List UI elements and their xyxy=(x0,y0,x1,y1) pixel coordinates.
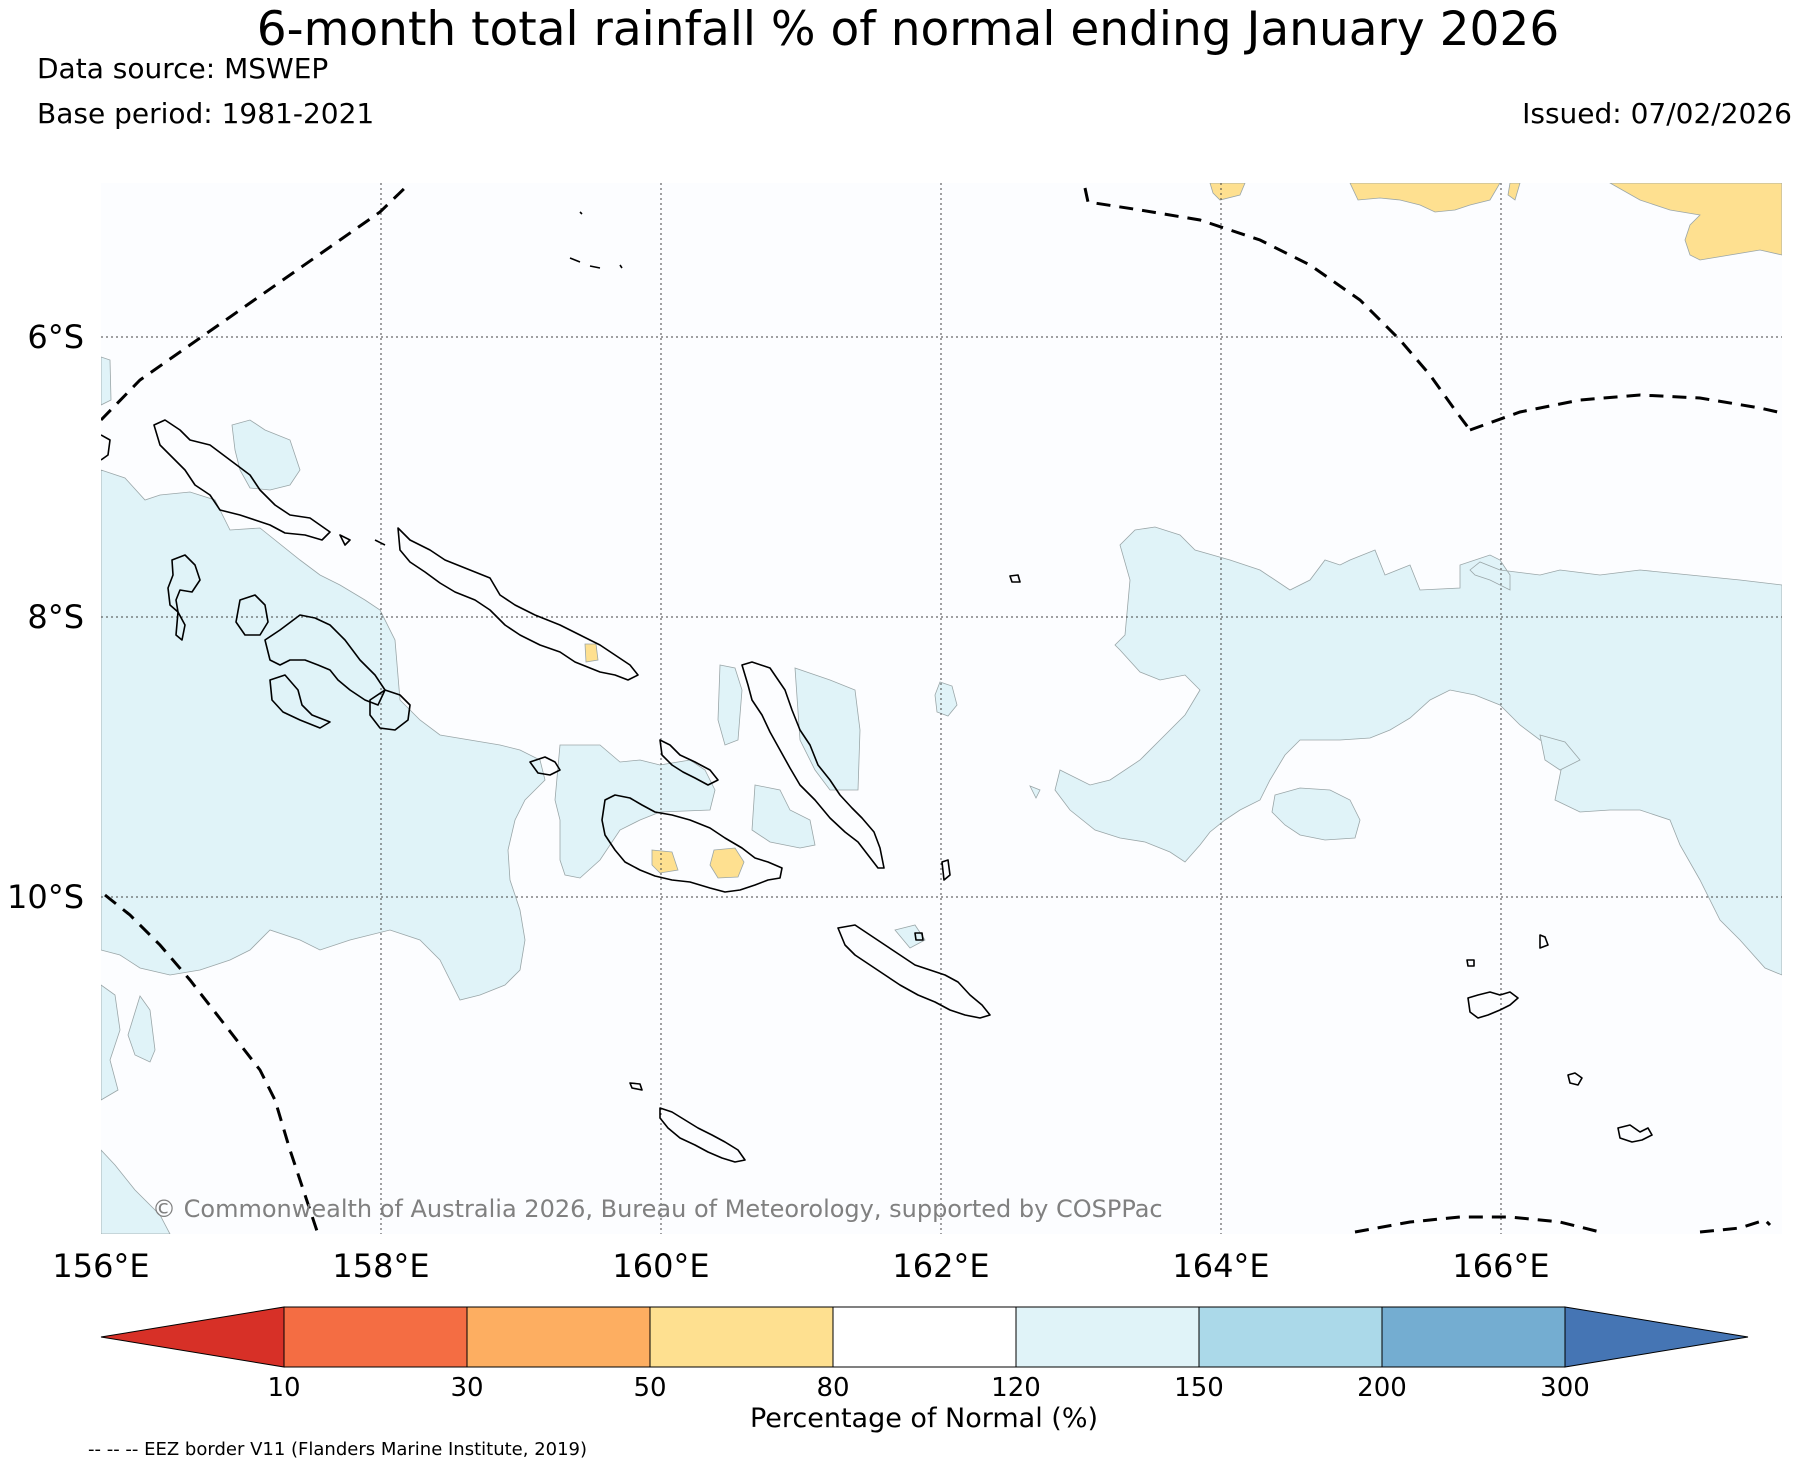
coastline-bellona xyxy=(629,1082,643,1091)
wet-region-central-strip xyxy=(554,744,716,879)
coastline-vangunu xyxy=(369,689,411,731)
lon-label-164e: 164°E xyxy=(1172,1247,1269,1285)
wet-region-east-lake xyxy=(1271,787,1361,841)
coastline-new-georgia xyxy=(264,614,386,706)
colorbar-extend-above-300 xyxy=(1564,1306,1749,1368)
coastline-makira xyxy=(837,924,991,1019)
data-source-label: Data source: MSWEP xyxy=(37,52,329,85)
colorbar-tick-200: 200 xyxy=(1357,1373,1407,1403)
eez-border-northeast xyxy=(1083,187,1472,431)
colorbar-tick-10: 10 xyxy=(267,1373,300,1403)
colorbar-extend-below-10 xyxy=(100,1306,285,1368)
base-period-label: Base period: 1981-2021 xyxy=(37,97,375,130)
coastlines xyxy=(101,211,1653,1163)
dry-region-island-2 xyxy=(651,849,679,874)
coastline-gela xyxy=(659,739,719,786)
dry-region-island-1 xyxy=(584,643,599,663)
wet-region-small-north xyxy=(717,664,743,746)
wet-region-small-south xyxy=(894,924,926,949)
coastline-small-cluster xyxy=(529,756,561,776)
colorbar xyxy=(100,1306,1749,1368)
lat-label-8s: 8°S xyxy=(27,598,84,636)
wet-region-mid-south xyxy=(751,784,816,849)
colorbar-tick-80: 80 xyxy=(816,1373,849,1403)
wet-region-southwest-corner xyxy=(101,1149,171,1234)
eez-border-east xyxy=(1469,393,1782,432)
dry-region-north-4 xyxy=(1609,183,1782,261)
dry-region-north-2 xyxy=(1349,183,1501,213)
colorbar-tick-120: 120 xyxy=(991,1373,1041,1403)
wet-region-south-island xyxy=(127,995,156,1063)
coastline-isle-4 xyxy=(1539,934,1549,949)
coastline-shortland-dots xyxy=(339,534,386,546)
colorbar-bin-30-50 xyxy=(466,1306,651,1368)
coastline-rennell xyxy=(659,1107,746,1163)
dry-region-north-3 xyxy=(1507,183,1521,201)
wet-region-southwest xyxy=(101,984,121,1101)
eez-legend-footnote: -- -- -- EEZ border V11 (Flanders Marine… xyxy=(88,1439,587,1460)
colorbar-tick-50: 50 xyxy=(633,1373,666,1403)
coastline-kolombangara xyxy=(235,594,269,636)
lon-label-158e: 158°E xyxy=(332,1247,429,1285)
copyright-notice: © Commonwealth of Australia 2026, Bureau… xyxy=(152,1195,1163,1223)
coastline-west-bougainville xyxy=(101,434,111,461)
colorbar-bin-120-150 xyxy=(1015,1306,1200,1368)
coastline-isle-1 xyxy=(1009,574,1021,583)
wet-region-east-shore xyxy=(1539,734,1581,771)
wet-region-east-of-island xyxy=(794,667,861,791)
coastline-choiseul xyxy=(153,419,331,541)
coastline-nendo xyxy=(1467,991,1519,1019)
graticule xyxy=(101,183,1782,1234)
eez-borders xyxy=(101,183,1782,1234)
wet-region-north-island xyxy=(231,419,301,491)
wet-region-east-tiny xyxy=(1029,785,1041,799)
colorbar-bin-200-300 xyxy=(1381,1306,1566,1368)
coastline-isle-2 xyxy=(941,859,951,881)
lon-label-156e: 156°E xyxy=(52,1247,149,1285)
coastline-isle-5 xyxy=(1466,959,1475,967)
coastline-malaita xyxy=(741,661,885,869)
colorbar-tick-300: 300 xyxy=(1540,1373,1590,1403)
lat-label-6s: 6°S xyxy=(27,318,84,356)
wet-region-east-main xyxy=(1054,526,1782,976)
coastline-vanikoro xyxy=(1567,1072,1583,1086)
lon-label-160e: 160°E xyxy=(612,1247,709,1285)
colorbar-bin-50-80 xyxy=(649,1306,834,1368)
coastline-north-dots xyxy=(569,211,623,269)
coastline-guadalcanal xyxy=(601,794,783,893)
eez-border-northwest xyxy=(101,183,412,422)
eez-border-southwest xyxy=(104,893,320,1234)
wet-anomaly-regions xyxy=(101,356,1782,1234)
colorbar-bin-10-30 xyxy=(283,1306,468,1368)
wet-region-small-isle xyxy=(934,681,958,717)
coastline-rendova xyxy=(269,674,331,729)
dry-anomaly-regions xyxy=(584,183,1782,879)
lon-label-166e: 166°E xyxy=(1452,1247,1549,1285)
coastline-west-group xyxy=(167,554,201,613)
coastline-isle-3 xyxy=(914,932,924,941)
map-title: 6-month total rainfall % of normal endin… xyxy=(256,2,1560,57)
eez-border-southeast xyxy=(1354,1215,1772,1234)
colorbar-title: Percentage of Normal (%) xyxy=(750,1403,1098,1434)
lat-label-10s: 10°S xyxy=(7,878,84,916)
colorbar-tick-30: 30 xyxy=(450,1373,483,1403)
coastline-west-small xyxy=(175,611,186,641)
colorbar-tick-150: 150 xyxy=(1174,1373,1224,1403)
lon-label-162e: 162°E xyxy=(892,1247,989,1285)
colorbar-bin-150-200 xyxy=(1198,1306,1383,1368)
issued-date-label: Issued: 07/02/2026 xyxy=(1522,97,1792,130)
coastline-tikopia xyxy=(1617,1124,1653,1143)
dry-region-island-3 xyxy=(709,847,745,879)
coastline-isabel xyxy=(397,527,639,681)
dry-region-north-1 xyxy=(1209,183,1246,201)
colorbar-bin-80-120 xyxy=(832,1306,1017,1368)
wet-region-west xyxy=(101,356,112,406)
wet-region-west-main xyxy=(101,469,546,1001)
